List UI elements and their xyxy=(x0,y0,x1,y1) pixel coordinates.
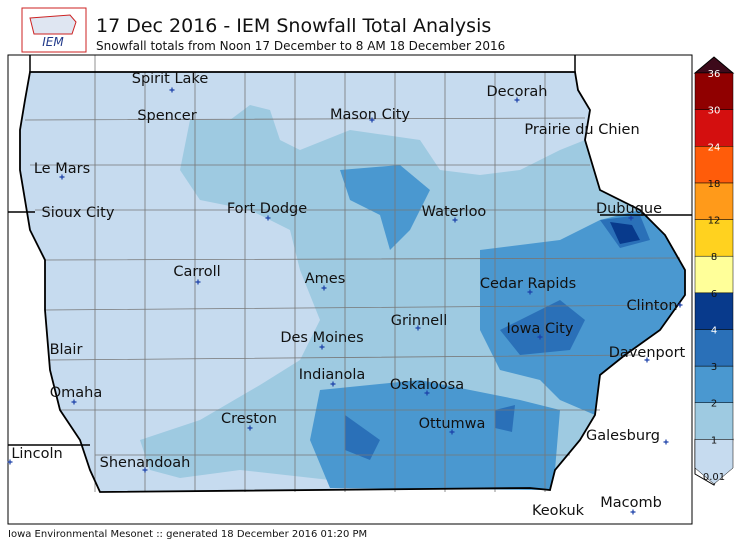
city-marker xyxy=(415,325,421,331)
city-label: Ottumwa xyxy=(419,416,486,432)
city-marker xyxy=(677,302,683,308)
colorbar-label: 0.01 xyxy=(703,472,725,483)
colorbar-band xyxy=(694,182,734,220)
city-marker xyxy=(424,390,430,396)
city-label: Spirit Lake xyxy=(132,71,209,87)
map-frame xyxy=(7,54,693,525)
city-label: Clinton xyxy=(626,298,677,314)
city-labels: Spirit Lake Spencer Mason City Decorah Prair… xyxy=(7,71,686,519)
logo-text: IEM xyxy=(42,35,64,49)
colorbar-band xyxy=(694,329,734,367)
city-label: Ames xyxy=(305,271,346,287)
city-marker xyxy=(449,429,455,435)
colorbar-label: 4 xyxy=(711,325,717,336)
city-label: Des Moines xyxy=(280,330,363,346)
city-marker xyxy=(330,381,336,387)
city-label: Mason City xyxy=(330,107,410,123)
colorbar-band xyxy=(694,146,734,184)
colorbar-label: 1 xyxy=(711,435,717,446)
colorbar-band xyxy=(694,219,734,257)
colorbar-label: 36 xyxy=(708,69,721,80)
city-label: Le Mars xyxy=(34,161,90,177)
colorbar-band xyxy=(694,292,734,330)
city-marker xyxy=(644,357,650,363)
city-label: Davenport xyxy=(609,345,686,361)
city-label: Carroll xyxy=(173,264,220,280)
city-label: Waterloo xyxy=(422,204,487,220)
city-label: Prairie du Chien xyxy=(524,122,639,138)
colorbar-label: 12 xyxy=(708,216,721,227)
city-label: Creston xyxy=(221,411,277,427)
region-2 xyxy=(310,165,685,490)
colorbar-band xyxy=(694,109,734,147)
city-label: Spencer xyxy=(137,108,196,124)
city-label: Fort Dodge xyxy=(227,201,307,217)
city-label: Oskaloosa xyxy=(390,377,464,393)
city-marker xyxy=(265,215,271,221)
city-marker xyxy=(527,289,533,295)
city-marker xyxy=(142,467,148,473)
city-marker xyxy=(537,334,543,340)
logo-shape xyxy=(29,14,77,35)
colorbar-under-fill xyxy=(694,439,734,485)
city-marker xyxy=(71,399,77,405)
logo: IEM xyxy=(21,7,87,53)
city-label: Blair xyxy=(50,342,83,358)
colorbar-label: 2 xyxy=(711,399,717,410)
colorbar-label: 18 xyxy=(708,179,721,190)
subtitle: Snowfall totals from Noon 17 December to… xyxy=(96,39,505,53)
city-marker xyxy=(59,174,65,180)
city-label: Decorah xyxy=(487,84,548,100)
city-marker xyxy=(7,459,13,465)
footer: Iowa Environmental Mesonet :: generated … xyxy=(8,529,367,540)
colorbar-band xyxy=(694,365,734,403)
city-label: Omaha xyxy=(50,385,103,401)
city-label: Grinnell xyxy=(391,313,448,329)
city-label: Macomb xyxy=(600,495,662,511)
city-label: Sioux City xyxy=(42,205,115,221)
city-label: Iowa City xyxy=(507,321,574,337)
city-marker xyxy=(452,217,458,223)
city-marker xyxy=(247,425,253,431)
city-marker xyxy=(195,279,201,285)
city-label: Keokuk xyxy=(532,503,585,519)
colorbar-label: 8 xyxy=(711,252,717,263)
city-label: Shenandoah xyxy=(100,455,191,471)
colorbar-label: 24 xyxy=(708,142,721,153)
neighbor-border xyxy=(8,55,692,446)
city-label: Lincoln xyxy=(11,446,62,462)
city-marker xyxy=(628,215,634,221)
colorbar-band xyxy=(694,72,734,110)
city-label: Cedar Rapids xyxy=(480,276,576,292)
city-marker xyxy=(663,439,669,445)
city-marker xyxy=(321,285,327,291)
city-label: Galesburg xyxy=(586,428,660,444)
title: 17 Dec 2016 - IEM Snowfall Total Analysi… xyxy=(96,15,491,37)
map xyxy=(7,54,693,525)
city-marker xyxy=(369,117,375,123)
colorbar-label: 6 xyxy=(711,289,717,300)
city-label: Indianola xyxy=(299,367,366,383)
colorbar-label: 30 xyxy=(708,106,721,117)
city-label: Dubuque xyxy=(596,201,662,217)
city-marker xyxy=(319,344,325,350)
region-4 xyxy=(610,222,640,244)
city-marker xyxy=(169,87,175,93)
city-marker xyxy=(514,97,520,103)
colorbar-label: 3 xyxy=(711,362,717,373)
region-1 xyxy=(140,105,685,490)
city-marker xyxy=(630,509,636,515)
state-border xyxy=(19,71,686,493)
